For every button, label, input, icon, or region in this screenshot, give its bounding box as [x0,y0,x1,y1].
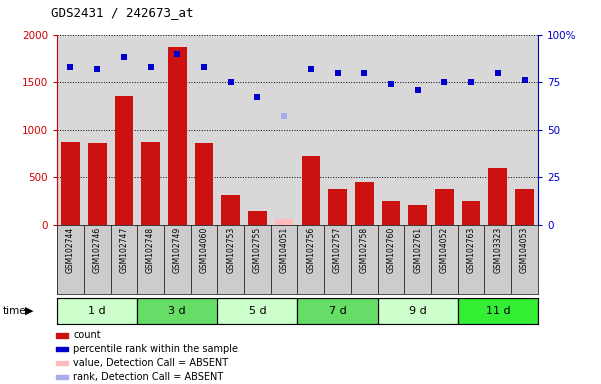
Bar [515,189,534,225]
Bar [248,211,267,225]
Bar [275,219,293,225]
Bar [221,195,240,225]
Bar [57,298,137,324]
Bar [297,298,377,324]
Text: GSM102761: GSM102761 [413,227,422,273]
Bar [302,156,320,225]
Bar [462,201,480,225]
Bar [56,347,69,351]
Text: value, Detection Call = ABSENT: value, Detection Call = ABSENT [73,358,228,368]
Bar [328,189,347,225]
Text: GSM104051: GSM104051 [279,227,288,273]
Bar [137,298,218,324]
Bar [408,205,427,225]
Text: GSM102755: GSM102755 [253,227,262,273]
Text: GSM102756: GSM102756 [307,227,316,273]
Text: 3 d: 3 d [168,306,186,316]
Bar [377,298,458,324]
Bar [382,201,400,225]
Text: GSM104053: GSM104053 [520,227,529,273]
Bar [141,142,160,225]
Bar [88,143,106,225]
Text: GSM102753: GSM102753 [226,227,235,273]
Text: 1 d: 1 d [88,306,106,316]
Text: GSM102749: GSM102749 [173,227,182,273]
Text: percentile rank within the sample: percentile rank within the sample [73,344,238,354]
Text: GSM104060: GSM104060 [200,227,209,273]
Bar [168,47,187,225]
Text: time: time [3,306,26,316]
Text: rank, Detection Call = ABSENT: rank, Detection Call = ABSENT [73,372,224,382]
Text: ▶: ▶ [25,306,34,316]
Text: GSM102757: GSM102757 [333,227,342,273]
Text: count: count [73,330,101,340]
Text: GSM103323: GSM103323 [493,227,502,273]
Text: GSM102760: GSM102760 [386,227,395,273]
Text: GSM102748: GSM102748 [146,227,155,273]
Text: 11 d: 11 d [486,306,510,316]
Bar [137,298,218,324]
Bar [61,142,80,225]
Bar [56,375,69,379]
Bar [435,189,454,225]
Bar [377,298,458,324]
Text: 7 d: 7 d [329,306,346,316]
Bar [489,168,507,225]
Text: 9 d: 9 d [409,306,427,316]
Bar [218,298,297,324]
Text: GSM102763: GSM102763 [466,227,475,273]
Bar [297,298,377,324]
Bar [355,182,374,225]
Bar [56,333,69,338]
Text: GSM104052: GSM104052 [440,227,449,273]
Text: GSM102746: GSM102746 [93,227,102,273]
Text: GDS2431 / 242673_at: GDS2431 / 242673_at [51,6,194,19]
Bar [458,298,538,324]
Text: GSM102758: GSM102758 [360,227,369,273]
Bar [458,298,538,324]
Bar [195,143,213,225]
Text: 5 d: 5 d [249,306,266,316]
Text: GSM102744: GSM102744 [66,227,75,273]
Bar [57,298,137,324]
Bar [115,96,133,225]
Bar [218,298,297,324]
Bar [56,361,69,365]
Text: GSM102747: GSM102747 [120,227,129,273]
